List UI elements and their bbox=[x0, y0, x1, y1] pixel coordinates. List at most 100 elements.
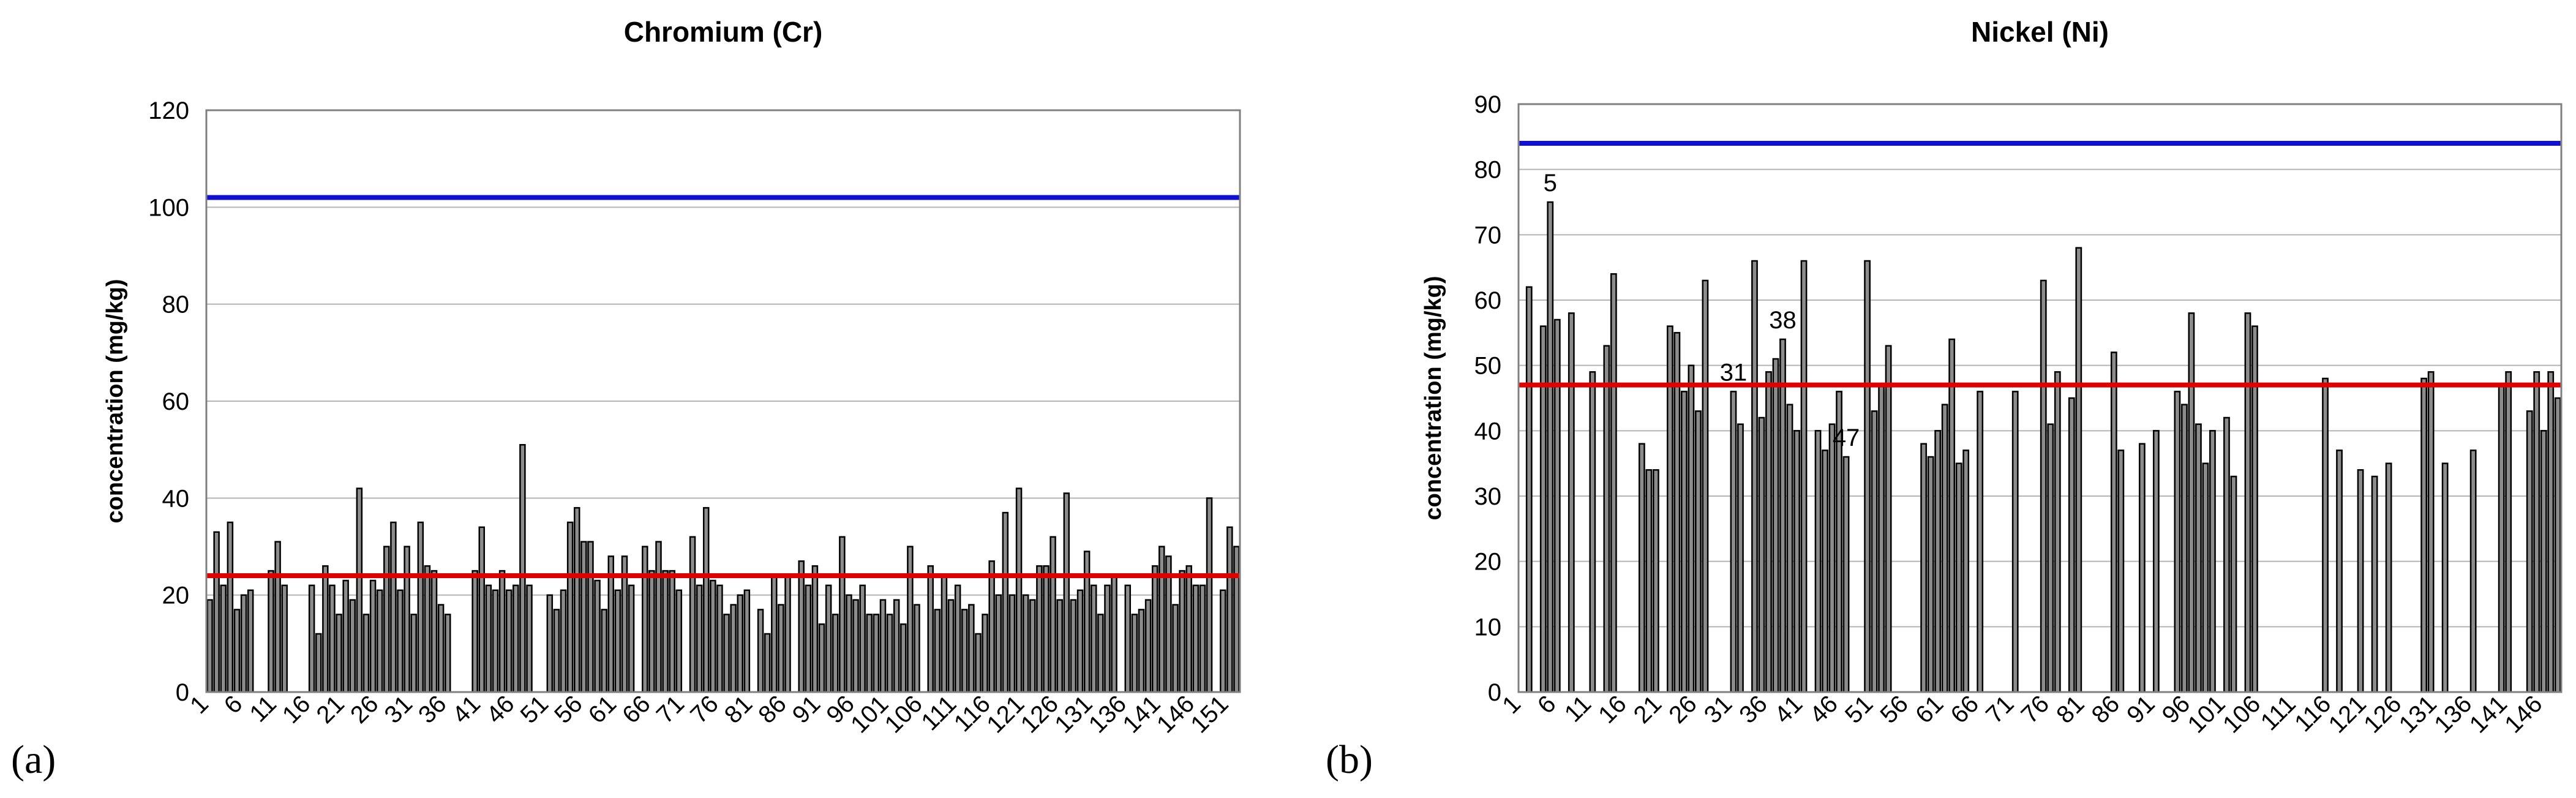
bar bbox=[1050, 536, 1056, 693]
bar bbox=[601, 609, 607, 693]
bar bbox=[1955, 462, 1962, 693]
bar bbox=[1083, 551, 1091, 693]
bar bbox=[2068, 397, 2075, 693]
bar bbox=[886, 614, 893, 693]
bar bbox=[859, 584, 866, 693]
plot-area bbox=[205, 109, 1241, 693]
y-tick-label: 30 bbox=[1474, 483, 1502, 510]
bar bbox=[1185, 565, 1192, 693]
bar bbox=[1199, 584, 1206, 693]
bar bbox=[369, 579, 377, 693]
y-tick-label: 20 bbox=[1474, 549, 1502, 576]
x-tick-label: 61 bbox=[1910, 690, 1949, 729]
bar bbox=[1610, 273, 1617, 693]
bar bbox=[689, 536, 696, 693]
bar bbox=[1015, 487, 1023, 693]
bar bbox=[2230, 475, 2237, 693]
bar bbox=[648, 570, 655, 693]
bar bbox=[846, 594, 852, 693]
bar bbox=[805, 584, 812, 693]
bar bbox=[1772, 358, 1779, 693]
x-tick-label: 146 bbox=[2499, 690, 2547, 738]
bar bbox=[1144, 599, 1152, 693]
y-tick-label: 20 bbox=[162, 582, 190, 609]
bar bbox=[723, 614, 730, 693]
bar bbox=[1977, 391, 1984, 693]
bar bbox=[281, 584, 288, 693]
bar bbox=[642, 546, 648, 693]
bar bbox=[1525, 286, 1533, 693]
x-tick-label: 56 bbox=[549, 690, 588, 729]
bar bbox=[669, 570, 675, 693]
bar bbox=[492, 589, 499, 693]
bar bbox=[1022, 594, 1029, 693]
bar bbox=[430, 570, 438, 693]
x-tick-label: 81 bbox=[2051, 690, 2090, 729]
bar bbox=[526, 584, 533, 693]
y-tick-label: 80 bbox=[162, 292, 190, 318]
x-ticks: 1 611162126313641465156616671768186919610… bbox=[185, 690, 1234, 738]
bar bbox=[573, 506, 580, 693]
bar bbox=[444, 614, 451, 693]
bar bbox=[1962, 450, 1970, 693]
bar bbox=[1539, 325, 1547, 693]
bar bbox=[1800, 260, 1808, 693]
bar bbox=[2526, 410, 2533, 693]
bar bbox=[2322, 377, 2329, 693]
bar bbox=[1737, 423, 1744, 693]
bar bbox=[811, 565, 819, 693]
bar bbox=[710, 579, 716, 693]
x-tick-label: 91 bbox=[787, 690, 826, 729]
bar bbox=[873, 614, 880, 693]
y-axis-label: concentration (mg/kg) bbox=[102, 279, 128, 523]
bar bbox=[696, 584, 703, 693]
bar bbox=[2244, 312, 2251, 693]
bar bbox=[1828, 423, 1836, 693]
bar bbox=[995, 594, 1002, 693]
bar bbox=[1219, 589, 1226, 693]
x-tick-label: 21 bbox=[311, 690, 350, 729]
bar-annotation: 5 bbox=[1544, 170, 1557, 197]
panel-label: (b) bbox=[1326, 737, 1373, 782]
bar bbox=[784, 574, 791, 693]
bar bbox=[737, 594, 744, 693]
bar bbox=[322, 565, 329, 693]
bar bbox=[1814, 430, 1822, 693]
y-ticks: 0 10 20 30 40 50 60 70 80 90 bbox=[1474, 91, 1502, 706]
bar bbox=[336, 614, 342, 693]
y-tick-label: 70 bbox=[1474, 222, 1502, 249]
bar bbox=[1871, 410, 1878, 693]
x-tick-label: 66 bbox=[617, 690, 656, 729]
bar bbox=[1124, 584, 1132, 693]
reference-lines bbox=[206, 195, 1240, 578]
bar bbox=[1702, 279, 1709, 693]
bar bbox=[2469, 450, 2477, 693]
y-tick-label: 60 bbox=[162, 388, 190, 415]
bar bbox=[2420, 377, 2428, 693]
x-tick-label: 21 bbox=[1629, 690, 1667, 729]
panel-label: (a) bbox=[11, 737, 56, 782]
bar bbox=[376, 589, 383, 693]
x-tick-label: 1 bbox=[185, 690, 214, 719]
bar bbox=[716, 584, 723, 693]
bar bbox=[247, 589, 254, 693]
bars bbox=[1525, 201, 2561, 693]
x-tick-label: 26 bbox=[1664, 690, 1702, 729]
bar bbox=[982, 614, 988, 693]
bar bbox=[1090, 584, 1097, 693]
bar bbox=[1029, 599, 1036, 693]
bar bbox=[1730, 391, 1737, 693]
bar bbox=[1206, 497, 1213, 693]
x-tick-label: 86 bbox=[2087, 690, 2125, 729]
bar bbox=[315, 633, 322, 693]
bar bbox=[1864, 260, 1871, 693]
y-tick-label: 0 bbox=[1488, 679, 1501, 706]
bar bbox=[662, 570, 669, 693]
bar bbox=[1842, 456, 1850, 693]
bar bbox=[1043, 565, 1050, 693]
bar bbox=[2011, 391, 2019, 693]
bar bbox=[947, 599, 955, 693]
chart-title: Chromium (Cr) bbox=[624, 16, 823, 48]
bar bbox=[818, 623, 825, 693]
bar bbox=[1948, 338, 1956, 693]
